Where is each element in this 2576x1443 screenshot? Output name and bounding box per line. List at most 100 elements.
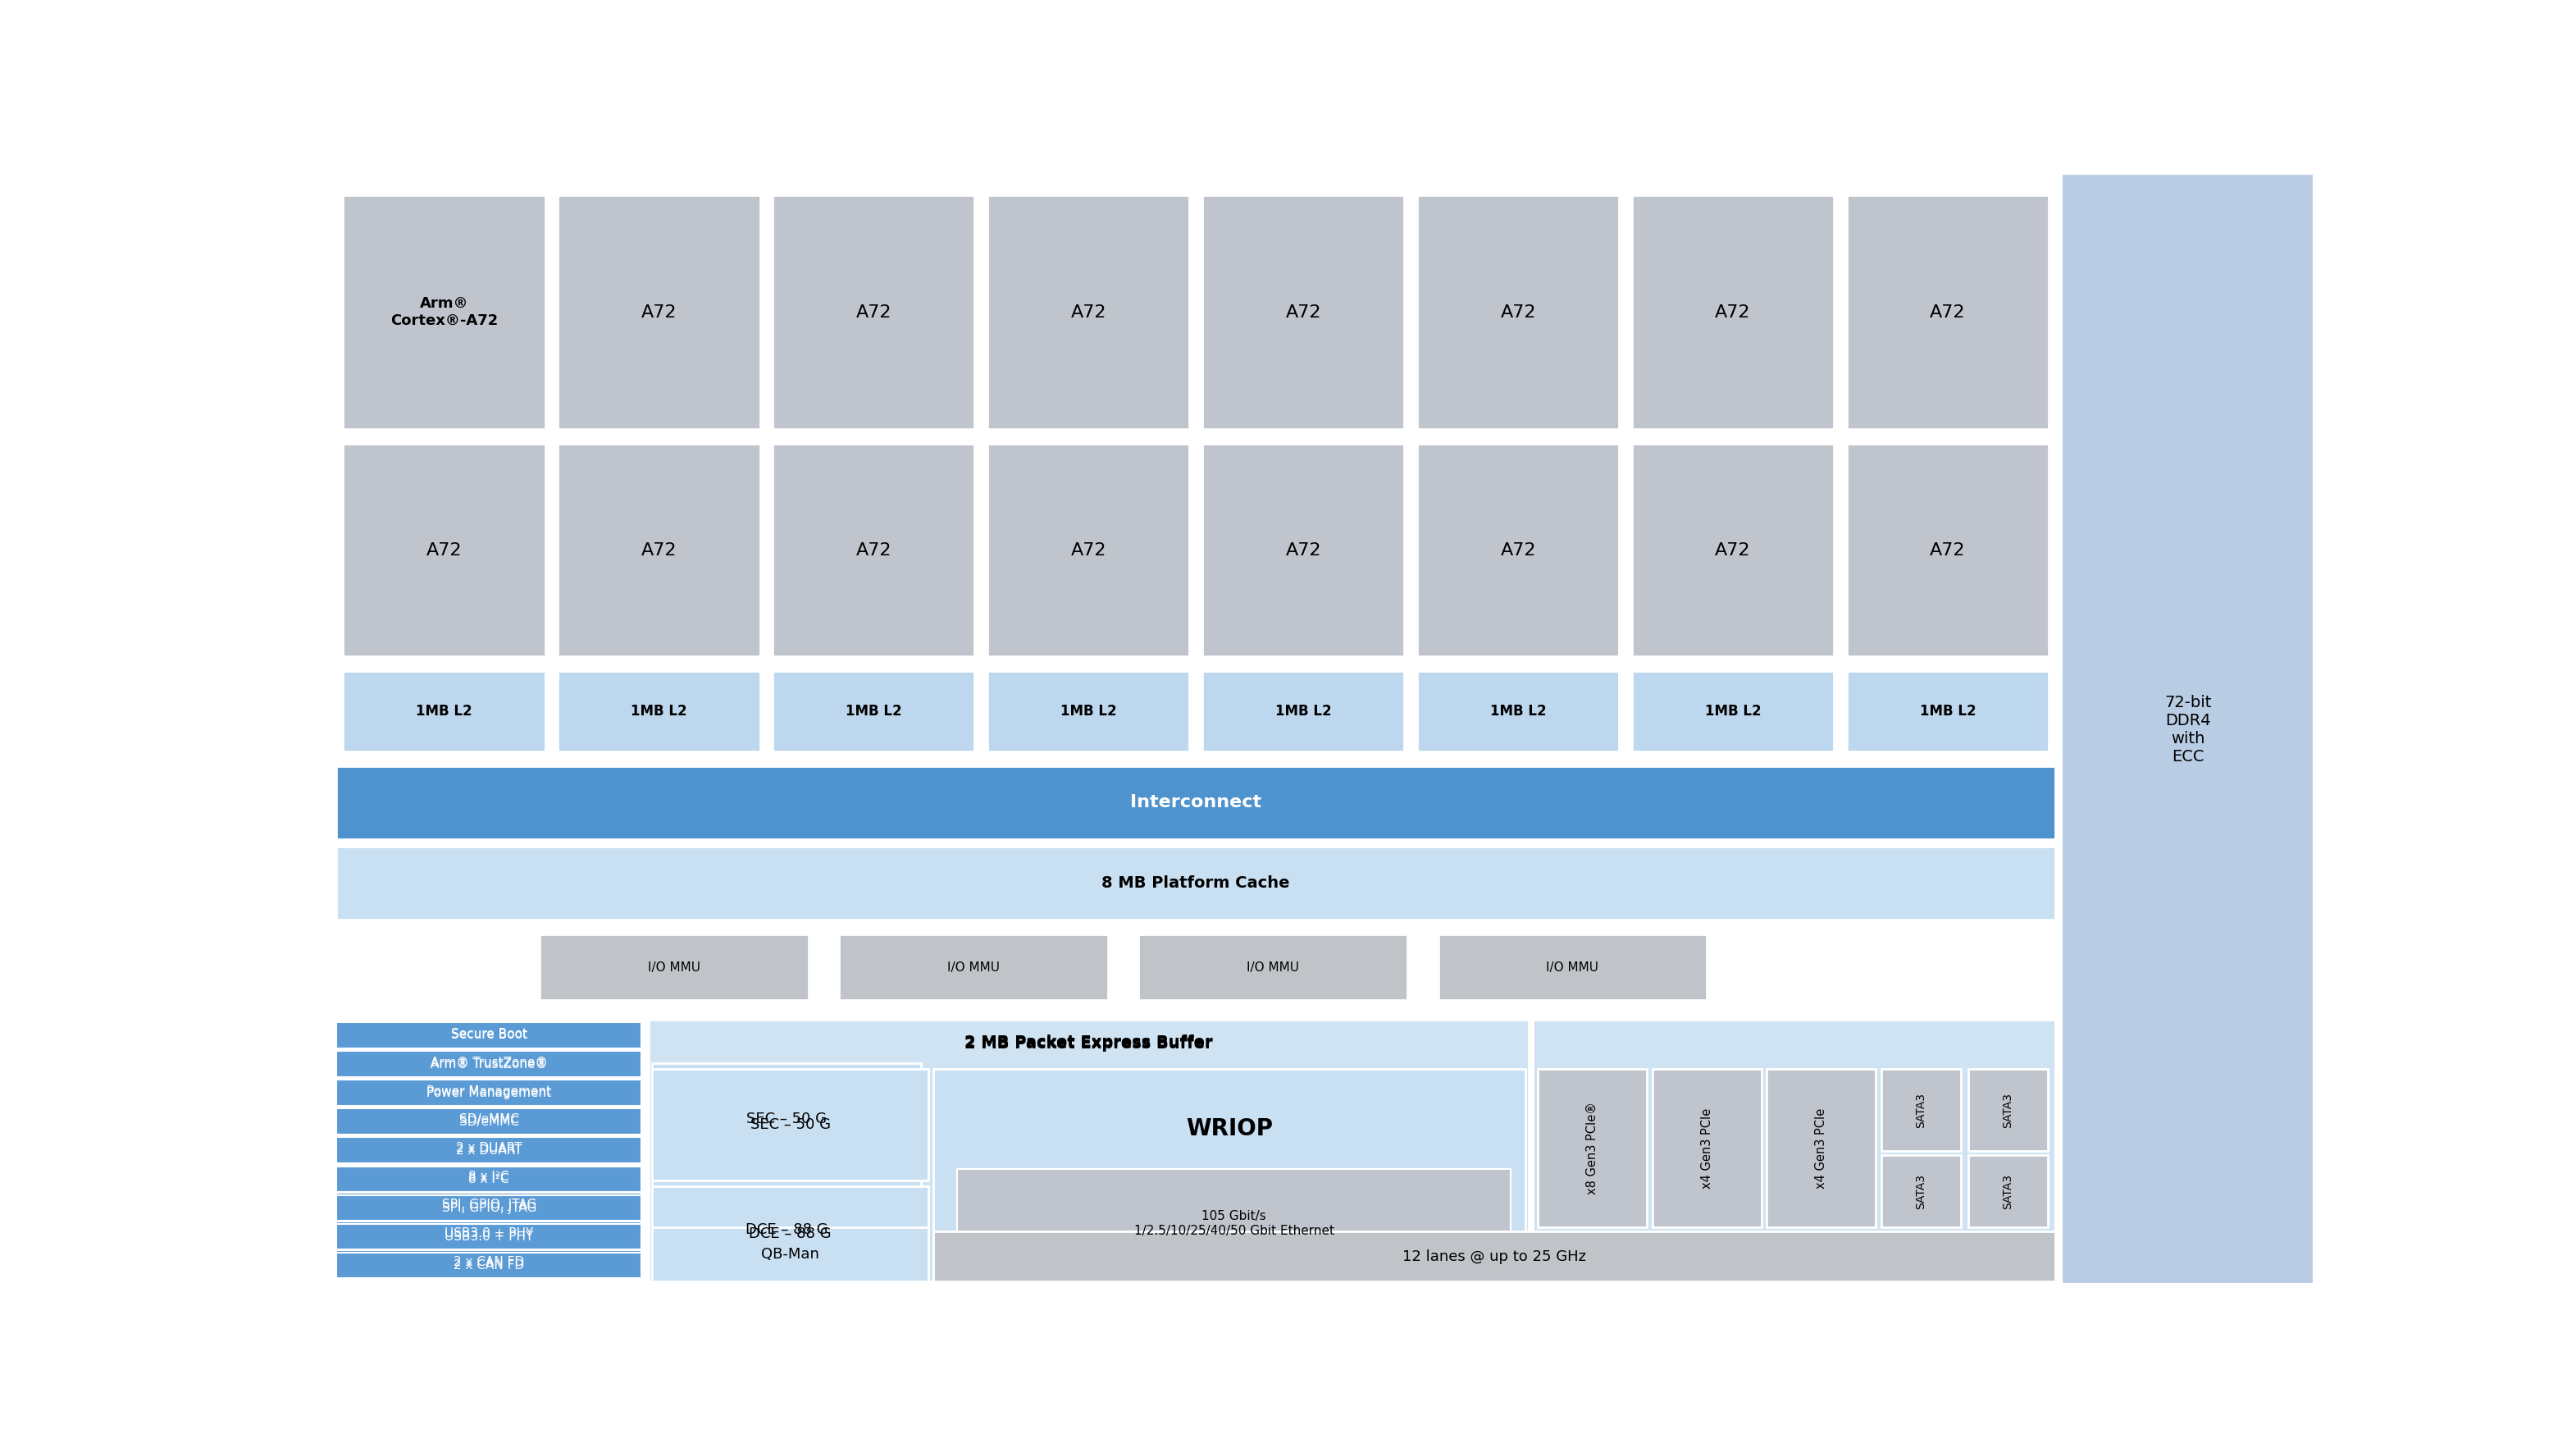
Bar [337, 1137, 641, 1163]
Bar [1968, 1156, 2048, 1227]
Bar [337, 1165, 641, 1189]
Bar [337, 1253, 641, 1278]
Text: A72: A72 [855, 304, 891, 320]
Bar [1417, 444, 1620, 657]
Bar [541, 935, 809, 1000]
Bar [337, 1224, 641, 1250]
Bar [987, 195, 1190, 430]
Bar [1633, 444, 1834, 657]
Bar [337, 1108, 641, 1134]
Text: A72: A72 [1929, 304, 1965, 320]
Text: A72: A72 [1716, 543, 1752, 558]
Text: 8 MB Platform Cache: 8 MB Platform Cache [1103, 876, 1291, 890]
Bar [1968, 1069, 2048, 1152]
Bar [337, 1022, 641, 1048]
Text: SPI, GPIO, JTAG: SPI, GPIO, JTAG [440, 1202, 536, 1214]
Bar [652, 1069, 927, 1180]
Text: A72: A72 [855, 543, 891, 558]
Text: SD/eMMC: SD/eMMC [459, 1114, 518, 1126]
Bar [1633, 671, 1834, 752]
Bar [1203, 444, 1404, 657]
Bar [652, 1179, 922, 1281]
Bar [1139, 935, 1406, 1000]
Bar [2061, 173, 2316, 1284]
Text: 1MB L2: 1MB L2 [1705, 704, 1762, 719]
Bar [649, 1019, 1530, 1278]
Text: SATA3: SATA3 [2002, 1092, 2014, 1127]
Bar [1847, 444, 2048, 657]
Bar [773, 444, 974, 657]
Text: SATA3: SATA3 [2002, 1173, 2014, 1209]
Text: 1MB L2: 1MB L2 [415, 704, 471, 719]
Text: 1MB L2: 1MB L2 [1061, 704, 1115, 719]
Text: Arm® TrustZone®: Arm® TrustZone® [430, 1056, 549, 1069]
Bar [1633, 195, 1834, 430]
Bar [1880, 1069, 1960, 1152]
Text: SEC – 50 G: SEC – 50 G [747, 1111, 827, 1126]
Bar [1651, 1069, 1762, 1227]
Text: 105 Gbit/s
1/2.5/10/25/40/50 Gbit Ethernet: 105 Gbit/s 1/2.5/10/25/40/50 Gbit Ethern… [1133, 1211, 1334, 1237]
Bar [1847, 671, 2048, 752]
Text: x8 Gen3 PCIe®: x8 Gen3 PCIe® [1587, 1102, 1600, 1195]
Bar [1538, 1069, 1646, 1227]
Bar [1880, 1156, 1960, 1227]
Bar [987, 671, 1190, 752]
Bar [337, 1079, 641, 1105]
Text: Power Management: Power Management [428, 1085, 551, 1097]
Text: USB3.0 + PHY: USB3.0 + PHY [446, 1228, 533, 1240]
Text: WRIOP: WRIOP [1185, 1117, 1273, 1140]
Bar [337, 1193, 641, 1216]
Text: A72: A72 [1929, 543, 1965, 558]
Text: 2 MB Packet Express Buffer: 2 MB Packet Express Buffer [963, 1035, 1213, 1051]
Text: I/O MMU: I/O MMU [1247, 961, 1298, 974]
Bar [652, 1186, 927, 1281]
Bar [1417, 195, 1620, 430]
Text: A72: A72 [641, 543, 677, 558]
Text: Secure Boot: Secure Boot [451, 1029, 528, 1042]
Text: A72: A72 [1716, 304, 1752, 320]
Text: A72: A72 [1285, 304, 1321, 320]
Text: Arm® TrustZone®: Arm® TrustZone® [430, 1058, 549, 1071]
Text: A72: A72 [641, 304, 677, 320]
Bar [337, 1022, 641, 1046]
Bar [337, 847, 2056, 919]
Bar [958, 1169, 1510, 1278]
Bar [1203, 671, 1404, 752]
Text: SPI, GPIO, JTAG: SPI, GPIO, JTAG [440, 1199, 536, 1211]
Bar [652, 1227, 927, 1281]
Text: 2 x DUART: 2 x DUART [456, 1144, 523, 1156]
Bar [1533, 1019, 2056, 1281]
Bar [343, 444, 546, 657]
Text: 2 x CAN FD: 2 x CAN FD [453, 1260, 526, 1271]
Bar [337, 1051, 641, 1076]
Text: DCE – 88 G: DCE – 88 G [744, 1222, 827, 1238]
Text: 2 x CAN FD: 2 x CAN FD [453, 1255, 526, 1268]
Bar [652, 1063, 922, 1175]
Text: Power Management: Power Management [428, 1087, 551, 1100]
Bar [933, 1231, 2056, 1281]
Text: 8 x I²C: 8 x I²C [469, 1170, 510, 1183]
Text: 1MB L2: 1MB L2 [1919, 704, 1976, 719]
Bar [987, 444, 1190, 657]
Bar [840, 935, 1108, 1000]
Bar [1417, 671, 1620, 752]
Text: 1MB L2: 1MB L2 [1489, 704, 1546, 719]
Bar [559, 444, 760, 657]
Text: Interconnect: Interconnect [1131, 795, 1262, 811]
Text: I/O MMU: I/O MMU [1546, 961, 1600, 974]
Text: x4 Gen3 PCIe: x4 Gen3 PCIe [1816, 1108, 1826, 1189]
Text: SD/eMMC: SD/eMMC [459, 1115, 518, 1127]
Bar [1847, 195, 2048, 430]
Bar [773, 671, 974, 752]
Text: 2 x DUART: 2 x DUART [456, 1141, 523, 1154]
Bar [933, 1069, 1525, 1281]
Text: 8 x I²C: 8 x I²C [469, 1173, 510, 1185]
Bar [337, 1221, 641, 1245]
Bar [337, 1079, 641, 1104]
Text: 1MB L2: 1MB L2 [1275, 704, 1332, 719]
Text: QB-Man: QB-Man [760, 1247, 819, 1261]
Bar [337, 1166, 641, 1192]
Bar [337, 1250, 641, 1274]
Bar [1203, 195, 1404, 430]
Text: 1MB L2: 1MB L2 [631, 704, 688, 719]
